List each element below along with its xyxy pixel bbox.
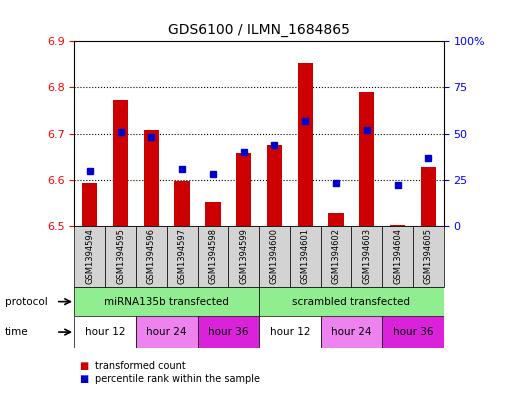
Text: hour 36: hour 36 bbox=[393, 327, 433, 337]
Text: GSM1394597: GSM1394597 bbox=[177, 228, 187, 285]
Bar bbox=[259, 226, 290, 287]
Text: percentile rank within the sample: percentile rank within the sample bbox=[95, 374, 260, 384]
Bar bbox=[205, 202, 221, 226]
Bar bbox=[298, 63, 313, 226]
Bar bbox=[259, 316, 321, 348]
Text: scrambled transfected: scrambled transfected bbox=[292, 297, 410, 307]
Text: hour 24: hour 24 bbox=[147, 327, 187, 337]
Bar bbox=[259, 287, 444, 316]
Bar bbox=[167, 226, 198, 287]
Text: GSM1394598: GSM1394598 bbox=[208, 228, 218, 285]
Bar bbox=[321, 226, 351, 287]
Text: GSM1394604: GSM1394604 bbox=[393, 228, 402, 285]
Bar bbox=[144, 130, 159, 226]
Text: GSM1394594: GSM1394594 bbox=[85, 228, 94, 285]
Text: time: time bbox=[5, 327, 29, 337]
Bar bbox=[421, 167, 436, 226]
Text: GSM1394599: GSM1394599 bbox=[239, 228, 248, 285]
Bar bbox=[359, 92, 374, 226]
Text: transformed count: transformed count bbox=[95, 361, 186, 371]
Text: GSM1394601: GSM1394601 bbox=[301, 228, 310, 285]
Text: GSM1394605: GSM1394605 bbox=[424, 228, 433, 285]
Text: hour 36: hour 36 bbox=[208, 327, 248, 337]
Bar bbox=[198, 226, 228, 287]
Bar bbox=[136, 316, 198, 348]
Bar bbox=[198, 316, 259, 348]
Text: GSM1394596: GSM1394596 bbox=[147, 228, 156, 285]
Bar bbox=[74, 316, 136, 348]
Bar bbox=[113, 100, 128, 226]
Text: GSM1394603: GSM1394603 bbox=[362, 228, 371, 285]
Text: hour 24: hour 24 bbox=[331, 327, 371, 337]
Text: hour 12: hour 12 bbox=[85, 327, 125, 337]
Bar bbox=[105, 226, 136, 287]
Text: ■: ■ bbox=[80, 361, 89, 371]
Bar bbox=[382, 316, 444, 348]
Bar bbox=[136, 226, 167, 287]
Text: GSM1394600: GSM1394600 bbox=[270, 228, 279, 285]
Text: GSM1394602: GSM1394602 bbox=[331, 228, 341, 285]
Bar bbox=[174, 181, 190, 226]
Text: miRNA135b transfected: miRNA135b transfected bbox=[104, 297, 229, 307]
Bar bbox=[228, 226, 259, 287]
Bar bbox=[74, 287, 259, 316]
Bar bbox=[321, 316, 382, 348]
Bar bbox=[290, 226, 321, 287]
Text: protocol: protocol bbox=[5, 297, 48, 307]
Bar bbox=[82, 183, 97, 226]
Text: GSM1394595: GSM1394595 bbox=[116, 228, 125, 285]
Text: hour 12: hour 12 bbox=[270, 327, 310, 337]
Bar bbox=[382, 226, 413, 287]
Bar bbox=[351, 226, 382, 287]
Bar bbox=[328, 213, 344, 226]
Bar bbox=[390, 224, 405, 226]
Bar bbox=[74, 226, 105, 287]
Text: ■: ■ bbox=[80, 374, 89, 384]
Title: GDS6100 / ILMN_1684865: GDS6100 / ILMN_1684865 bbox=[168, 24, 350, 37]
Bar bbox=[267, 145, 282, 226]
Bar bbox=[413, 226, 444, 287]
Bar bbox=[236, 154, 251, 226]
